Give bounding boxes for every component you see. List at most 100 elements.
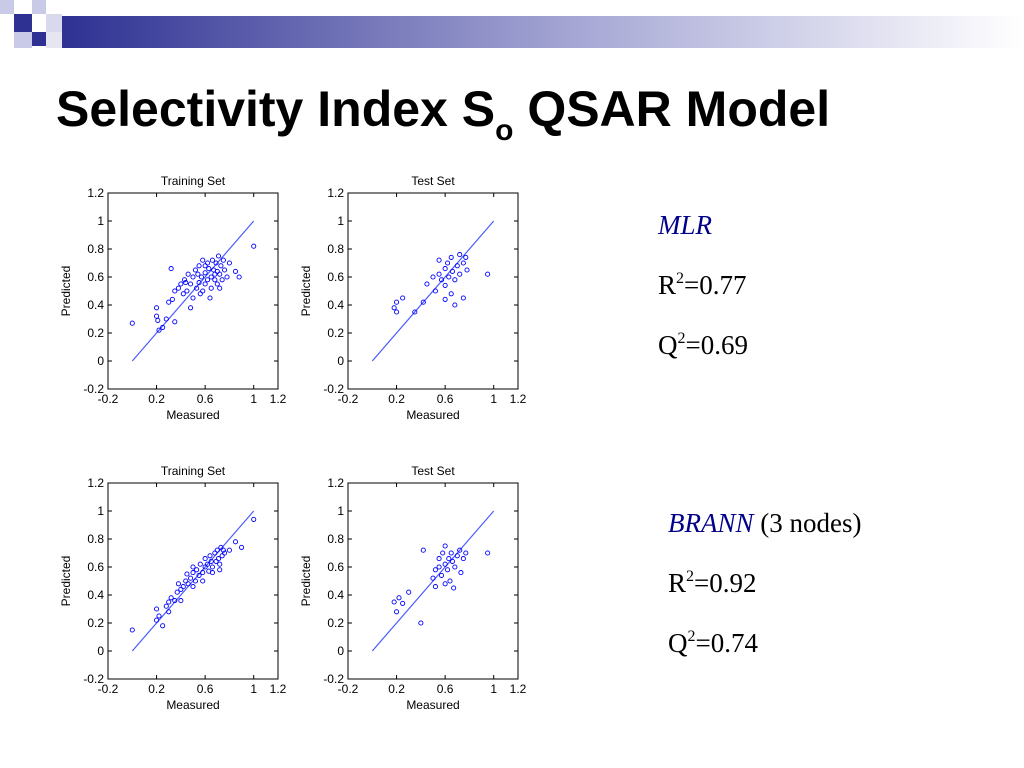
r2-exponent: 2	[686, 568, 695, 585]
r2-mlr: R2=0.77	[658, 270, 747, 301]
y-tick-label: 0.6	[327, 270, 344, 284]
x-axis-label: Measured	[406, 698, 459, 712]
chart-title: Training Set	[161, 174, 226, 188]
data-point	[184, 288, 190, 294]
data-point	[195, 271, 201, 277]
data-point	[251, 516, 257, 522]
y-tick-label: 1.2	[87, 186, 104, 200]
data-point	[197, 561, 203, 567]
y-axis-label: Predicted	[59, 266, 73, 317]
data-point	[205, 260, 211, 266]
data-point	[394, 309, 400, 315]
q2-exponent: 2	[677, 330, 686, 347]
data-point	[154, 305, 160, 311]
plot-frame	[107, 482, 279, 680]
plot-frame	[107, 192, 279, 390]
data-point	[200, 288, 206, 294]
data-point	[457, 547, 463, 553]
data-point	[198, 274, 205, 280]
data-point	[172, 288, 178, 294]
y-tick-label: -0.2	[323, 672, 344, 686]
data-point	[197, 291, 203, 297]
data-point	[217, 567, 223, 573]
data-point	[438, 277, 445, 283]
data-point	[432, 567, 438, 573]
data-point	[180, 584, 186, 590]
data-point	[202, 270, 208, 276]
x-tick-label: 0.6	[437, 392, 454, 406]
data-point	[194, 285, 200, 291]
q2-exponent: 2	[687, 628, 696, 645]
chart-brann-training: Training Set 1.2 1 0.8 0.6 0.4 0.2 0 -0.2-0.2 0.2…	[59, 464, 287, 712]
data-point	[445, 260, 451, 266]
data-point	[485, 271, 491, 277]
data-point	[188, 305, 194, 311]
data-point	[432, 288, 438, 294]
data-point	[219, 277, 225, 283]
y-tick-label: 0.6	[87, 270, 104, 284]
data-point	[218, 263, 224, 269]
y-tick-label: 0	[337, 644, 344, 658]
x-tick-label: 0.2	[148, 392, 165, 406]
data-point	[202, 281, 208, 287]
data-point	[236, 274, 242, 280]
y-tick-label: 0	[97, 354, 104, 368]
data-point	[446, 274, 452, 280]
x-tick-label: 0.6	[437, 682, 454, 696]
q2-value: =0.69	[685, 330, 748, 360]
data-point	[200, 257, 206, 263]
data-point	[449, 558, 455, 564]
chart-title: Test Set	[411, 174, 455, 188]
data-point	[391, 305, 397, 311]
data-point	[188, 575, 194, 581]
x-tick-label: 1.2	[510, 392, 527, 406]
y-axis-label: Predicted	[299, 556, 313, 607]
r2-value: =0.77	[684, 270, 747, 300]
data-point	[457, 271, 463, 277]
data-point	[174, 589, 180, 595]
data-point	[442, 266, 448, 272]
data-point	[458, 570, 464, 576]
data-point	[430, 575, 436, 581]
fit-line	[131, 220, 255, 362]
data-point	[129, 627, 135, 633]
data-point	[226, 547, 232, 553]
x-axis-label: Measured	[406, 408, 459, 422]
y-tick-label: 0.8	[327, 242, 344, 256]
data-point	[196, 263, 202, 269]
data-point	[215, 556, 222, 562]
x-tick-label: 0.2	[148, 682, 165, 696]
data-point	[192, 578, 198, 584]
data-point	[214, 268, 220, 274]
data-point	[418, 620, 424, 626]
banner-square-3	[32, 0, 46, 14]
data-point	[185, 271, 191, 277]
data-point	[188, 281, 194, 287]
y-tick-label: 1	[97, 504, 104, 518]
data-point	[463, 550, 469, 556]
data-point	[209, 257, 215, 263]
data-point	[194, 567, 200, 573]
data-point	[454, 553, 460, 559]
model-nodes: (3 nodes)	[753, 508, 862, 538]
data-point	[129, 320, 135, 326]
q2-label: Q	[658, 330, 678, 360]
data-point	[207, 295, 213, 301]
data-point	[438, 572, 445, 578]
y-tick-label: 0	[337, 354, 344, 368]
data-point	[181, 277, 188, 283]
data-point	[449, 268, 455, 274]
data-point	[400, 600, 406, 606]
data-point	[452, 564, 458, 570]
data-point	[217, 561, 223, 567]
data-point	[175, 581, 181, 587]
data-point	[451, 585, 457, 591]
data-point	[175, 285, 181, 291]
y-axis-label: Predicted	[299, 266, 313, 317]
y-tick-label: 0.4	[87, 588, 104, 602]
data-point	[215, 253, 222, 259]
data-point	[460, 556, 466, 562]
data-point	[205, 277, 211, 283]
data-point	[442, 543, 448, 549]
data-point	[166, 299, 172, 305]
